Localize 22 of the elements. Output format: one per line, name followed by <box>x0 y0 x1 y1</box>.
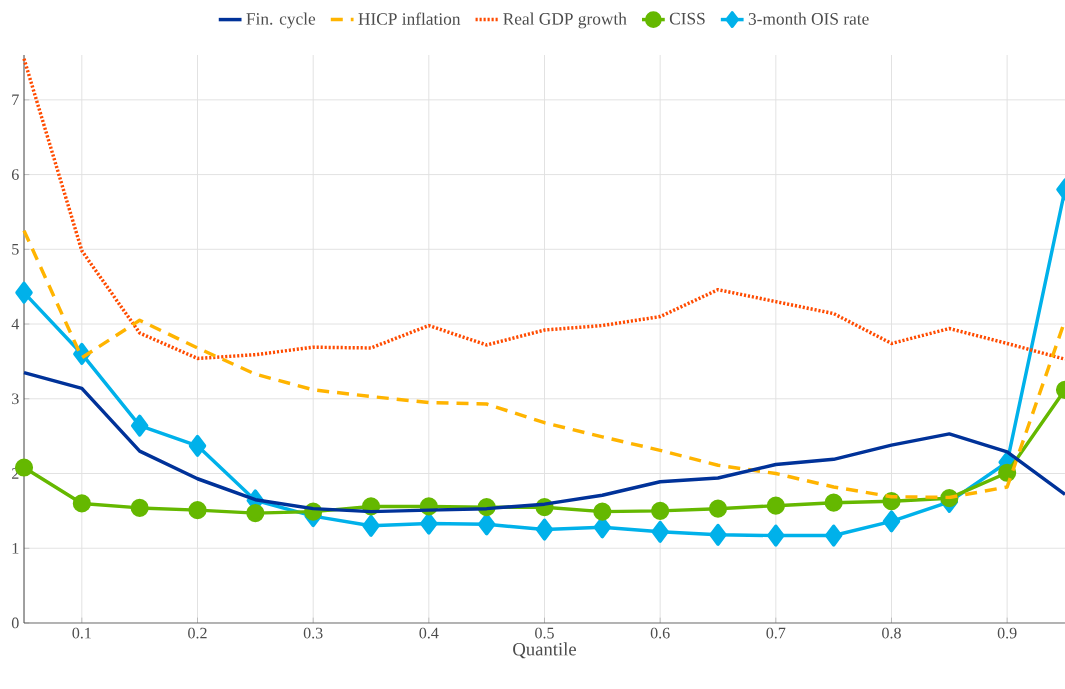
y-tick-label: 6 <box>11 169 19 180</box>
legend-label: 3-month OIS rate <box>748 12 869 25</box>
x-tick-label: 0.4 <box>419 627 439 639</box>
y-tick-label: 7 <box>12 94 19 106</box>
x-tick-label: 0.8 <box>882 627 901 639</box>
legend-label: HICP inflation <box>358 12 461 25</box>
x-tick-label: 0.5 <box>535 627 554 639</box>
legend-label: Fin. cycle <box>246 12 316 29</box>
x-tick-label: 0.9 <box>997 627 1017 639</box>
x-tick-label: 0.2 <box>188 627 207 639</box>
x-tick-label: 0.1 <box>72 627 91 639</box>
legend-label: CISS <box>669 12 705 25</box>
x-axis-title: Quantile <box>513 642 576 659</box>
x-tick-label: 0.6 <box>650 627 670 639</box>
x-tick-label: 0.7 <box>766 627 786 639</box>
y-tick-label: 4 <box>11 318 20 330</box>
y-tick-label: 0 <box>11 617 19 629</box>
legend-label: Real GDP growth <box>503 12 627 29</box>
y-tick-label: 3 <box>12 393 19 405</box>
y-tick-label: 5 <box>12 244 19 255</box>
y-tick-label: 1 <box>12 542 19 554</box>
x-tick-label: 0.3 <box>303 627 323 639</box>
